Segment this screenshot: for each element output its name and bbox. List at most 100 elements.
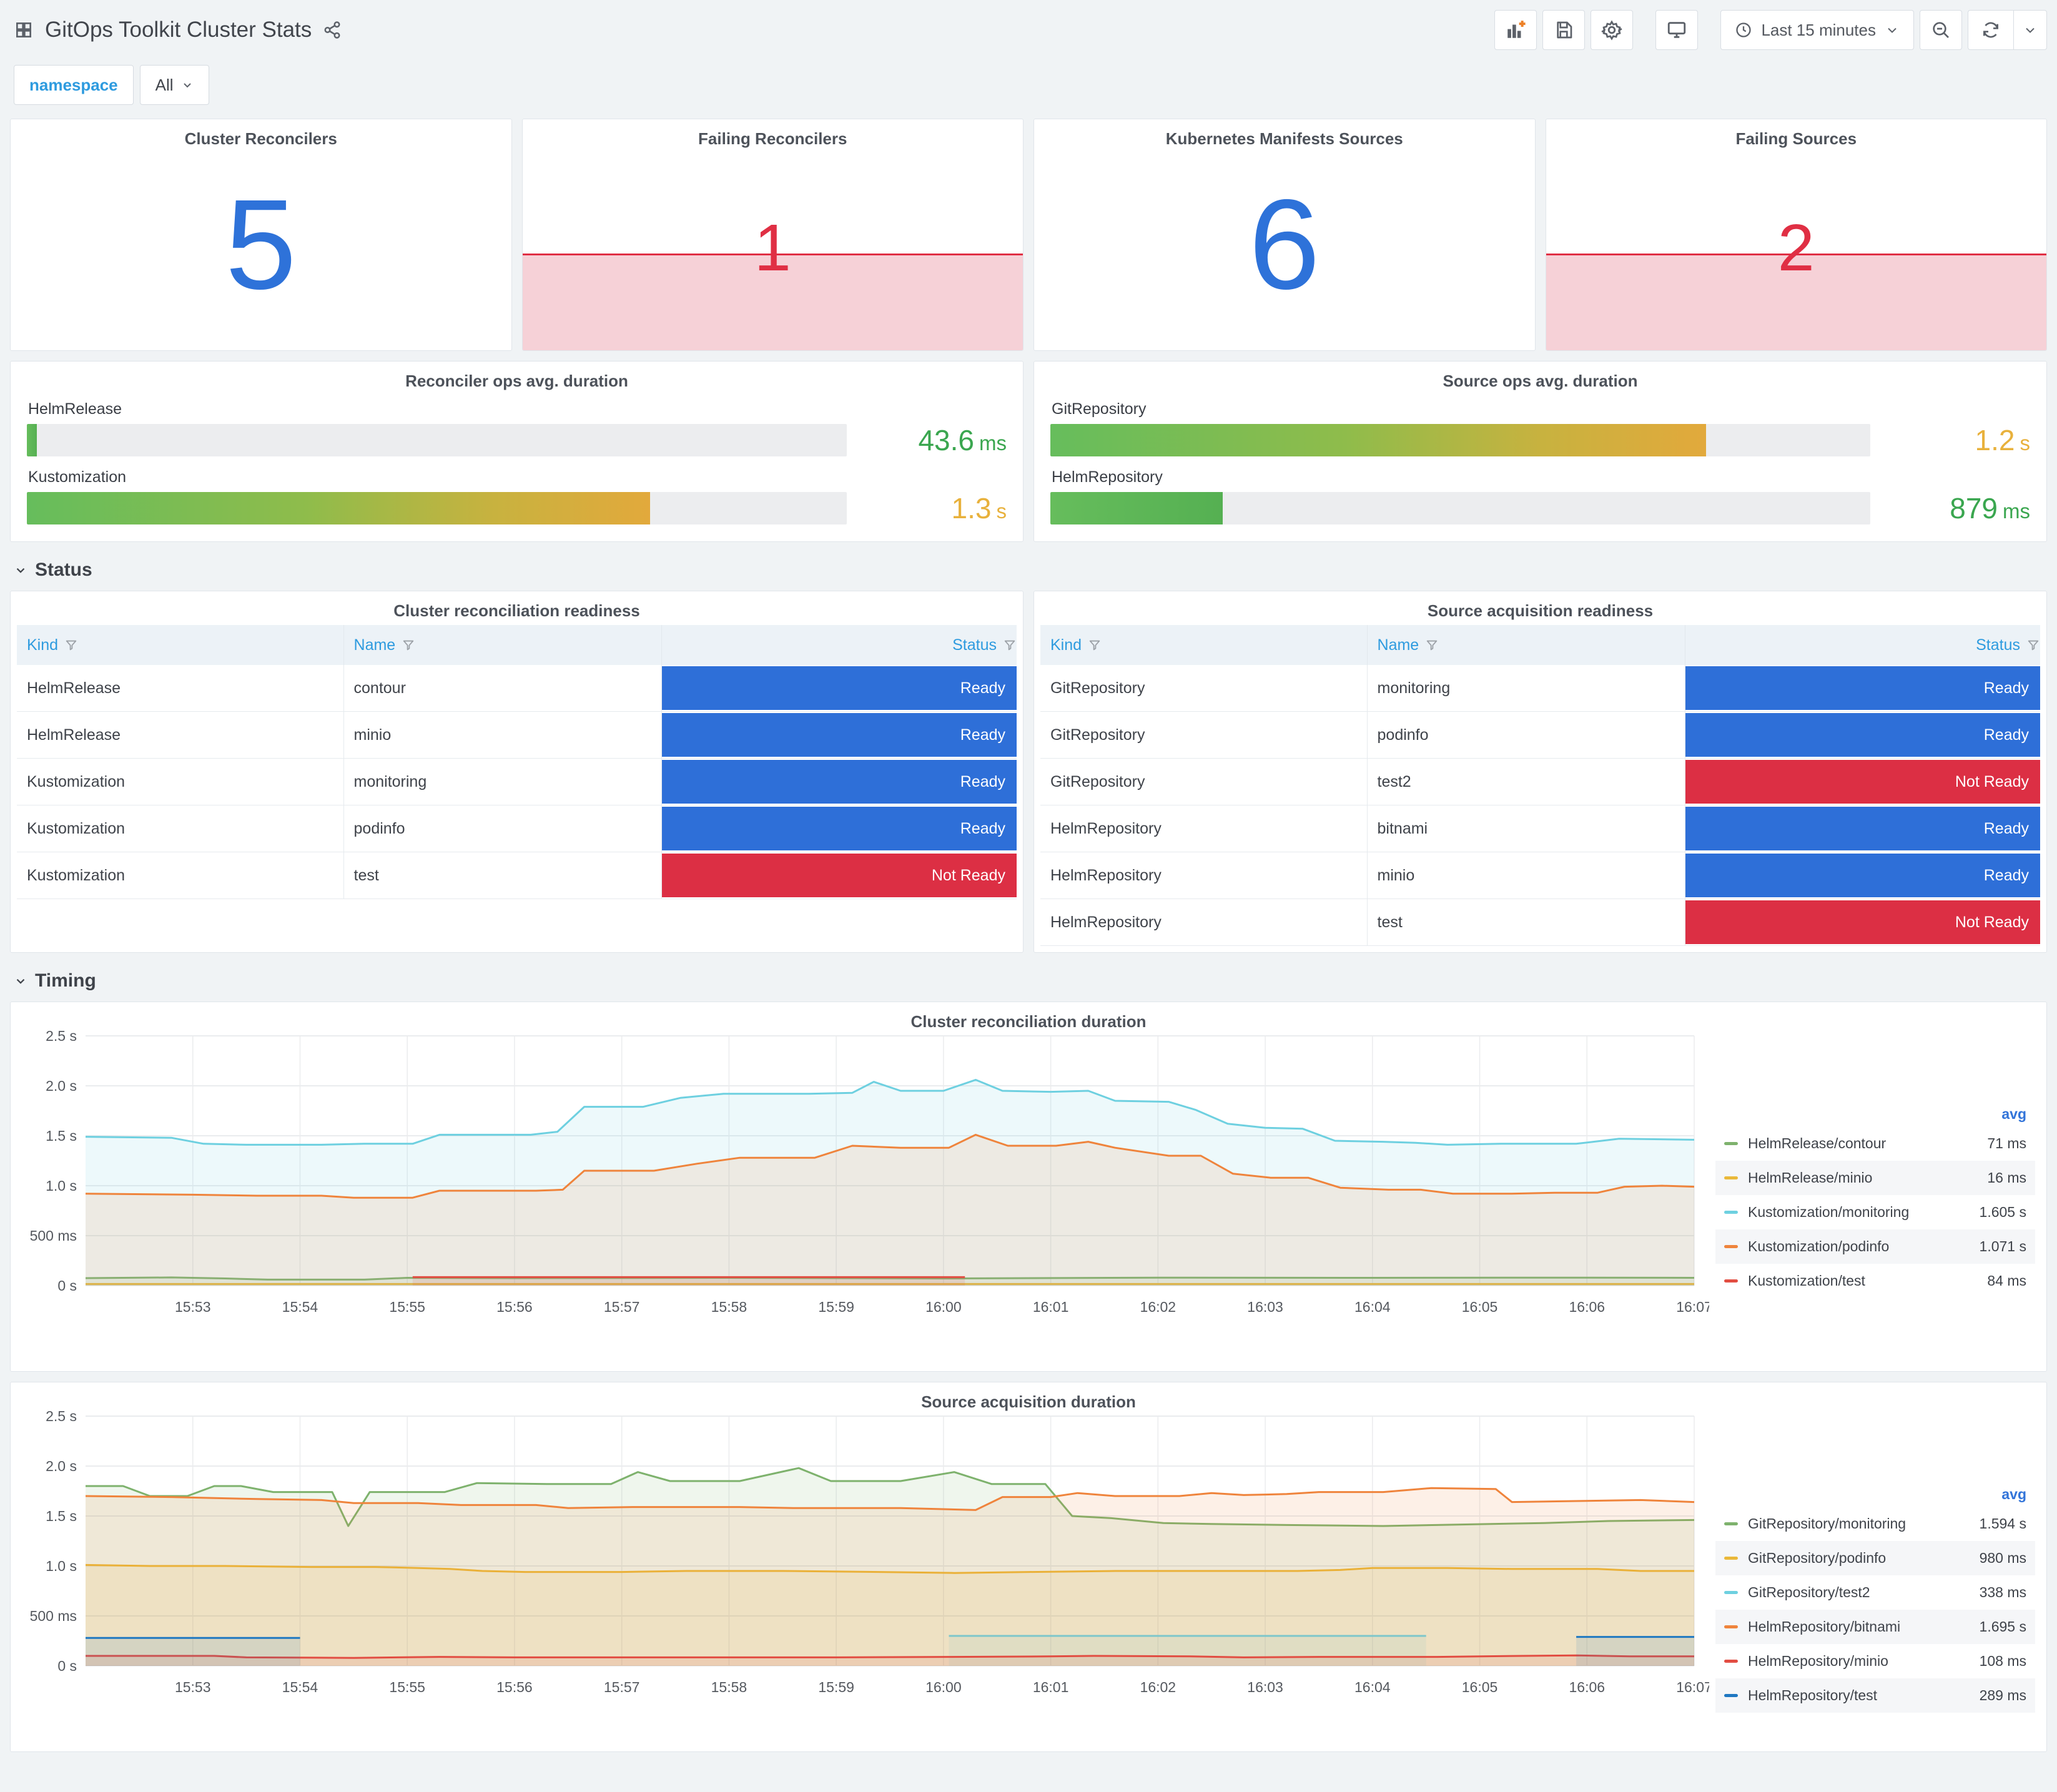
svg-text:15:58: 15:58 [711, 1679, 747, 1695]
cell-status: Not Ready [1685, 899, 2040, 945]
legend-item[interactable]: HelmRepository/minio 108 ms [1715, 1644, 2035, 1678]
cell-status: Ready [1685, 805, 2040, 852]
legend-item[interactable]: HelmRepository/test 289 ms [1715, 1678, 2035, 1713]
svg-text:16:06: 16:06 [1569, 1299, 1605, 1315]
gauge-track [1050, 492, 1870, 524]
variable-namespace-label[interactable]: namespace [14, 65, 134, 105]
cell-kind: Kustomization [17, 852, 344, 898]
chevron-down-icon [16, 568, 25, 573]
status-badge: Ready [661, 807, 1017, 850]
panel-cluster-reconciliation-readiness[interactable]: Cluster reconciliation readiness Kind Nam… [10, 591, 1024, 953]
legend-series-swatch [1724, 1591, 1738, 1594]
filter-icon[interactable] [1088, 638, 1102, 652]
legend-item[interactable]: Kustomization/podinfo 1.071 s [1715, 1229, 2035, 1264]
panel-kubernetes-manifests-sources[interactable]: Kubernetes Manifests Sources 6 [1033, 119, 1536, 351]
variables-row: namespace All [14, 65, 2047, 105]
panel-source-acquisition-duration[interactable]: Source acquisition duration 0 s 500 ms 1.0… [10, 1382, 2047, 1752]
column-header-name[interactable]: Name [1368, 625, 1685, 665]
section-timing[interactable]: Timing [14, 970, 2047, 992]
gauge-fill [27, 424, 37, 456]
gauge-label: HelmRelease [28, 400, 122, 418]
legend-series-name: HelmRepository/bitnami [1748, 1618, 1901, 1635]
cell-kind: Kustomization [17, 805, 344, 852]
share-icon[interactable] [323, 21, 342, 39]
timeseries-plot: 0 s 500 ms 1.0 s 1.5 s 2.0 s 2.5 s 15:53 15:54 1… [11, 1028, 1715, 1331]
save-dashboard-button[interactable] [1542, 10, 1586, 50]
legend-item[interactable]: HelmRelease/minio 16 ms [1715, 1161, 2035, 1195]
gauge-value: 1.3 s [951, 492, 1007, 524]
legend-item[interactable]: HelmRelease/contour 71 ms [1715, 1126, 2035, 1161]
gauge-label: GitRepository [1052, 400, 1147, 418]
panel-failing-sources[interactable]: Failing Sources 2 [1545, 119, 2047, 351]
cell-kind: GitRepository [1040, 665, 1368, 711]
status-badge: Ready [1685, 854, 2040, 897]
svg-text:15:53: 15:53 [175, 1679, 211, 1695]
status-badge: Not Ready [661, 854, 1017, 897]
legend-item[interactable]: Kustomization/test 84 ms [1715, 1264, 2035, 1298]
stat-value: 2 [1777, 211, 1815, 285]
column-header-status[interactable]: Status [662, 625, 1017, 665]
column-header-name[interactable]: Name [344, 625, 662, 665]
legend-series-swatch [1724, 1694, 1738, 1697]
filter-icon[interactable] [2026, 638, 2040, 652]
legend-item[interactable]: GitRepository/test2 338 ms [1715, 1575, 2035, 1610]
legend-item[interactable]: Kustomization/monitoring 1.605 s [1715, 1195, 2035, 1229]
legend-series-swatch [1724, 1522, 1738, 1525]
cycle-view-button[interactable] [1655, 10, 1699, 50]
gauge-row: HelmRelease 43.6 ms [27, 400, 1007, 457]
refresh-interval-dropdown[interactable] [2013, 10, 2047, 50]
cell-status: Ready [1685, 712, 2040, 758]
monitor-icon [1668, 22, 1686, 38]
svg-text:16:01: 16:01 [1033, 1679, 1069, 1695]
panel-source-ops-avg-duration[interactable]: Source ops avg. duration GitRepository 1.… [1033, 361, 2047, 542]
cell-name: bitnami [1368, 805, 1685, 852]
chevron-down-icon [183, 83, 191, 88]
dashboard-settings-button[interactable] [1591, 10, 1634, 50]
timeseries-plot: 0 s 500 ms 1.0 s 1.5 s 2.0 s 2.5 s 15:53 15:54 1… [11, 1408, 1715, 1713]
legend-avg-header[interactable]: avg [2001, 1106, 2026, 1122]
zoom-out-button[interactable] [1920, 10, 1962, 50]
table-row: HelmRepository minio Ready [1040, 852, 2040, 899]
panel-reconciler-ops-avg-duration[interactable]: Reconciler ops avg. duration HelmRelease… [10, 361, 1024, 542]
save-icon [1557, 21, 1572, 39]
filter-icon[interactable] [64, 638, 78, 652]
svg-text:15:59: 15:59 [818, 1679, 854, 1695]
legend-series-swatch [1724, 1245, 1738, 1248]
add-panel-button[interactable] [1494, 10, 1537, 50]
cell-name: monitoring [1368, 665, 1685, 711]
stat-value: 5 [225, 172, 297, 316]
panel-source-acquisition-readiness[interactable]: Source acquisition readiness Kind Name Sta… [1033, 591, 2047, 953]
stat-sparkline [1546, 254, 2046, 350]
section-status[interactable]: Status [14, 559, 2047, 581]
legend-series-name: HelmRelease/minio [1748, 1169, 1873, 1186]
status-badge: Ready [1685, 713, 2040, 757]
panel-failing-reconcilers[interactable]: Failing Reconcilers 1 [521, 119, 1024, 351]
gauge-value: 879 ms [1950, 492, 2030, 524]
add-panel-icon [1507, 21, 1526, 38]
legend-avg-header[interactable]: avg [2001, 1486, 2026, 1502]
column-header-kind[interactable]: Kind [17, 625, 344, 665]
status-badge: Ready [1685, 666, 2040, 710]
legend-item[interactable]: GitRepository/podinfo 980 ms [1715, 1541, 2035, 1575]
panel-cluster-reconciliation-duration[interactable]: Cluster reconciliation duration 0 s 500 m… [10, 1002, 2047, 1372]
legend-series-name: GitRepository/podinfo [1748, 1550, 1887, 1566]
legend-series-swatch [1724, 1557, 1738, 1560]
filter-icon[interactable] [1425, 638, 1439, 652]
legend-item[interactable]: GitRepository/monitoring 1.594 s [1715, 1507, 2035, 1541]
gauge-track [1050, 424, 1870, 456]
time-range-picker[interactable]: Last 15 minutes [1720, 10, 1914, 50]
svg-text:15:54: 15:54 [282, 1679, 318, 1695]
filter-icon[interactable] [1003, 638, 1017, 652]
cell-status: Ready [661, 712, 1017, 758]
panel-cluster-reconcilers[interactable]: Cluster Reconcilers 5 [10, 119, 512, 351]
column-header-status[interactable]: Status [1685, 625, 2040, 665]
legend-series-avg: 108 ms [1979, 1653, 2026, 1669]
status-badge: Not Ready [1685, 900, 2040, 944]
refresh-button[interactable] [1968, 10, 2013, 50]
filter-icon[interactable] [402, 638, 415, 652]
legend-series-avg: 1.071 s [1979, 1238, 2026, 1254]
variable-namespace-value-dropdown[interactable]: All [139, 65, 209, 105]
column-header-kind[interactable]: Kind [1040, 625, 1368, 665]
svg-text:1.5 s: 1.5 s [46, 1508, 77, 1524]
legend-item[interactable]: HelmRepository/bitnami 1.695 s [1715, 1610, 2035, 1644]
